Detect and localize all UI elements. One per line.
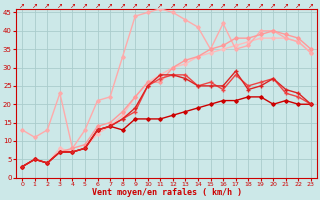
X-axis label: Vent moyen/en rafales ( km/h ): Vent moyen/en rafales ( km/h ) (92, 188, 242, 197)
